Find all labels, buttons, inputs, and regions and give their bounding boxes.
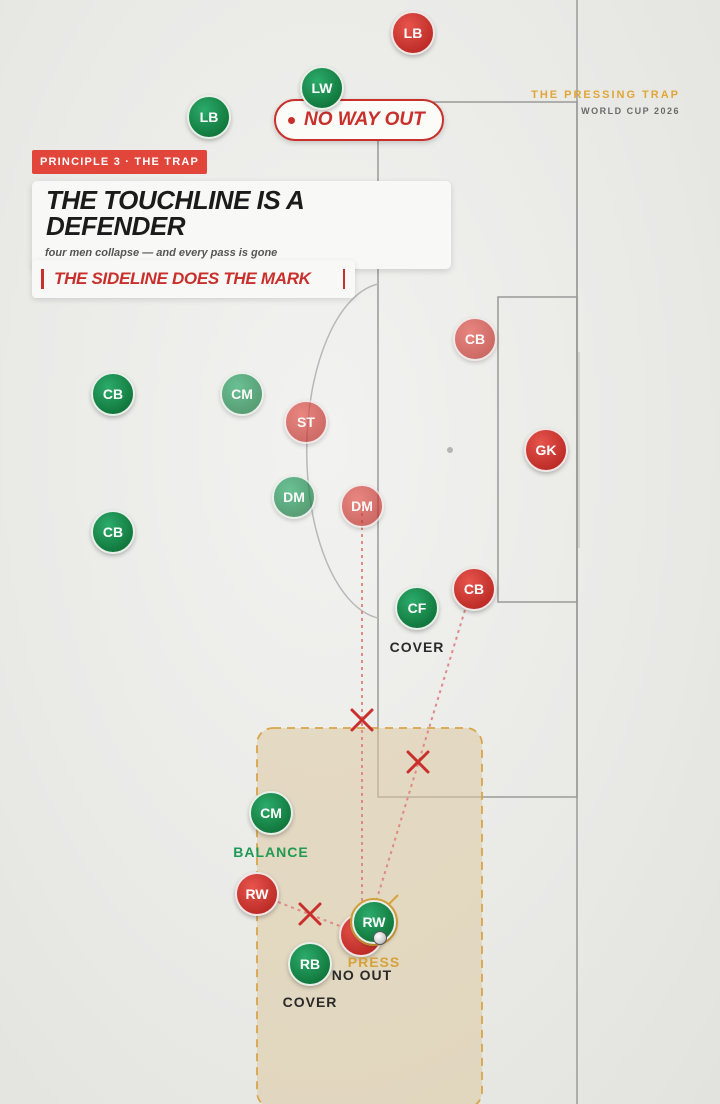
label-press: PRESS — [347, 954, 401, 970]
lane-to-rw — [277, 901, 351, 931]
label-balance: BALANCE — [233, 844, 309, 860]
player-green-rb[interactable]: RB — [288, 942, 332, 986]
cross-icon — [298, 902, 322, 926]
callout-card: THE SIDELINE DOES THE MARK — [32, 260, 355, 298]
label-cover-bottom: COVER — [282, 994, 338, 1010]
player-red-lb[interactable]: LB — [391, 11, 435, 55]
player-red-gk[interactable]: GK — [524, 428, 568, 472]
label-cover-top: COVER — [389, 639, 445, 655]
no-way-out-pill: NO WAY OUT — [274, 99, 444, 141]
callout-bar-left — [41, 269, 44, 289]
player-green-cb[interactable]: CB — [91, 372, 135, 416]
penalty-spot — [447, 447, 453, 453]
cross-icon — [406, 750, 430, 774]
player-green-cf[interactable]: CF — [395, 586, 439, 630]
headline-subtitle: four men collapse — and every pass is go… — [45, 247, 278, 259]
pill-text: NO WAY OUT — [304, 109, 425, 130]
player-green-lb[interactable]: LB — [187, 95, 231, 139]
player-green-cb[interactable]: CB — [91, 510, 135, 554]
player-red-cb[interactable]: CB — [452, 567, 496, 611]
bullet-icon — [288, 117, 295, 124]
passing-lanes — [277, 506, 466, 931]
six-yard-box — [497, 296, 578, 603]
player-red-dm[interactable]: DM — [340, 484, 384, 528]
player-red-rw[interactable]: RW — [235, 872, 279, 916]
penalty-arc — [305, 283, 379, 619]
headline-card: THE TOUCHLINE IS A DEFENDER four men col… — [32, 181, 451, 269]
brand-subtitle: WORLD CUP 2026 — [581, 106, 680, 116]
principle-tag: PRINCIPLE 3 · THE TRAP — [32, 150, 208, 174]
label-no-out: NO OUT — [331, 967, 393, 983]
player-red-st[interactable]: ST — [284, 400, 328, 444]
player-green-dm[interactable]: DM — [272, 475, 316, 519]
player-green-cm[interactable]: CM — [249, 791, 293, 835]
player-red-cb[interactable]: CB — [453, 317, 497, 361]
player-green-lw[interactable]: LW — [300, 66, 344, 110]
callout-bar-right — [343, 269, 345, 289]
headline-title: THE TOUCHLINE IS A DEFENDER — [46, 185, 304, 241]
brand-title: THE PRESSING TRAP — [531, 89, 680, 101]
ball-icon — [373, 931, 387, 945]
player-green-cm[interactable]: CM — [220, 372, 264, 416]
press-ring — [350, 898, 398, 946]
blocked-lanes — [298, 708, 430, 926]
cross-icon — [350, 708, 374, 732]
callout-text: THE SIDELINE DOES THE MARK — [54, 269, 311, 288]
